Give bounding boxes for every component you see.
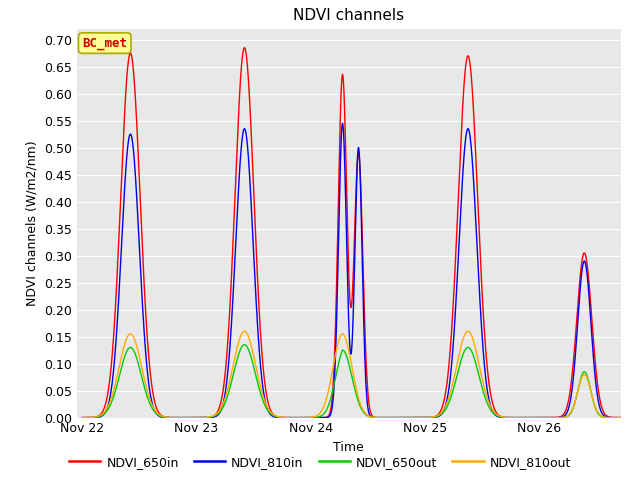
NDVI_650out — [344, 356, 351, 361]
Title: NDVI channels: NDVI channels — [293, 9, 404, 24]
Line: NDVI_650out: NDVI_650out — [83, 345, 624, 418]
NDVI_810out — [185, 415, 193, 420]
NDVI_810in — [81, 415, 89, 420]
NDVI_650out — [81, 415, 89, 420]
NDVI_810out — [111, 383, 119, 388]
NDVI_810out — [592, 405, 600, 410]
Line: NDVI_810in: NDVI_810in — [83, 123, 624, 418]
NDVI_810out — [464, 328, 472, 334]
NDVI_650out — [101, 410, 109, 416]
NDVI_650out — [79, 415, 86, 420]
NDVI_650out — [620, 415, 628, 420]
NDVI_650out — [111, 389, 119, 395]
NDVI_650in — [111, 313, 119, 319]
NDVI_650in — [79, 415, 86, 420]
NDVI_810in — [185, 415, 193, 420]
NDVI_650in — [344, 221, 351, 227]
X-axis label: Time: Time — [333, 441, 364, 454]
NDVI_810in — [339, 120, 346, 126]
NDVI_650in — [241, 45, 248, 50]
NDVI_810in — [111, 353, 119, 359]
NDVI_650out — [241, 342, 248, 348]
NDVI_810in — [344, 271, 351, 277]
NDVI_810in — [79, 415, 86, 420]
NDVI_810out — [79, 415, 86, 420]
NDVI_650in — [388, 415, 396, 420]
NDVI_810out — [101, 408, 109, 414]
NDVI_810out — [344, 341, 351, 347]
Text: BC_met: BC_met — [82, 36, 127, 49]
Line: NDVI_810out: NDVI_810out — [83, 331, 624, 418]
NDVI_810out — [81, 415, 89, 420]
NDVI_810in — [101, 410, 109, 416]
Legend: NDVI_650in, NDVI_810in, NDVI_650out, NDVI_810out: NDVI_650in, NDVI_810in, NDVI_650out, NDV… — [64, 451, 576, 474]
NDVI_810in — [620, 415, 628, 420]
NDVI_650in — [185, 415, 193, 420]
NDVI_650out — [592, 406, 600, 411]
NDVI_650in — [592, 363, 600, 369]
NDVI_810out — [538, 415, 545, 420]
Line: NDVI_650in: NDVI_650in — [83, 48, 624, 418]
NDVI_810in — [592, 378, 600, 384]
NDVI_810in — [387, 415, 394, 420]
NDVI_650in — [620, 415, 628, 420]
Y-axis label: NDVI channels (W/m2/nm): NDVI channels (W/m2/nm) — [26, 140, 38, 306]
NDVI_810out — [620, 415, 628, 420]
NDVI_650out — [185, 415, 193, 420]
NDVI_650out — [538, 415, 545, 420]
NDVI_650in — [81, 415, 89, 420]
NDVI_650in — [101, 403, 109, 409]
